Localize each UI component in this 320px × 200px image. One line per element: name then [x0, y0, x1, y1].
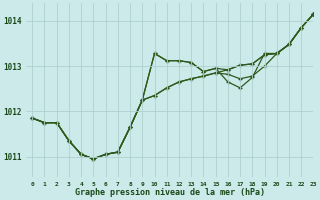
- X-axis label: Graphe pression niveau de la mer (hPa): Graphe pression niveau de la mer (hPa): [75, 188, 265, 197]
